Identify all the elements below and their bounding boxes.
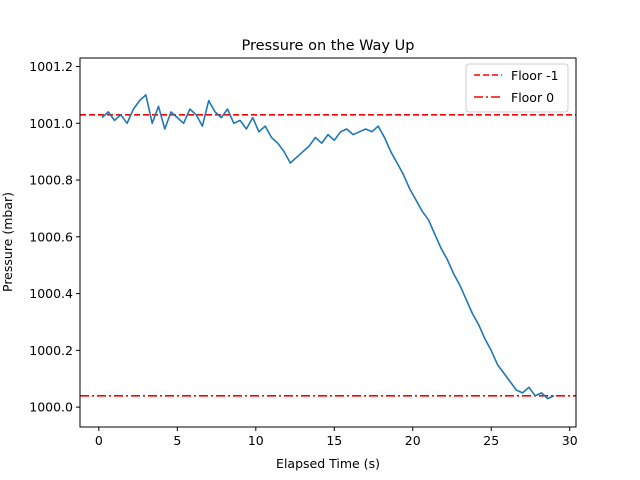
legend-box (465, 63, 569, 113)
x-tick-label: 0 (95, 433, 103, 448)
y-tick-label: 1000.2 (29, 343, 73, 358)
chart-title: Pressure on the Way Up (242, 38, 415, 54)
pressure-series-line (101, 94, 555, 400)
x-axis-ticks: 0 5 10 15 20 25 30 (95, 427, 578, 448)
y-axis-ticks: 1000.0 1000.2 1000.4 1000.6 1000.8 1001.0 1001… (29, 59, 80, 415)
x-tick-label: 20 (405, 433, 421, 448)
y-tick-label: 1001.2 (29, 59, 73, 74)
y-tick-label: 1000.6 (29, 229, 73, 244)
x-tick-label: 15 (326, 433, 342, 448)
axes-frame (79, 57, 577, 428)
y-axis-label: Pressure (mbar) (0, 192, 15, 292)
reference-lines (80, 113, 576, 397)
y-tick-label: 1001.0 (29, 116, 73, 131)
x-tick-label: 10 (248, 433, 264, 448)
y-tick-label: 1000.0 (29, 400, 73, 415)
legend-label-floor-0: Floor 0 (511, 90, 554, 105)
y-tick-label: 1000.4 (29, 286, 73, 301)
series-layer (101, 94, 555, 400)
y-tick-label: 1000.8 (29, 173, 73, 188)
x-axis-label: Elapsed Time (s) (276, 456, 380, 471)
x-tick-label: 5 (173, 433, 181, 448)
legend: Floor -1 Floor 0 (465, 63, 569, 113)
x-tick-label: 30 (562, 433, 578, 448)
x-tick-label: 25 (483, 433, 499, 448)
legend-label-floor-minus-1: Floor -1 (511, 68, 559, 83)
